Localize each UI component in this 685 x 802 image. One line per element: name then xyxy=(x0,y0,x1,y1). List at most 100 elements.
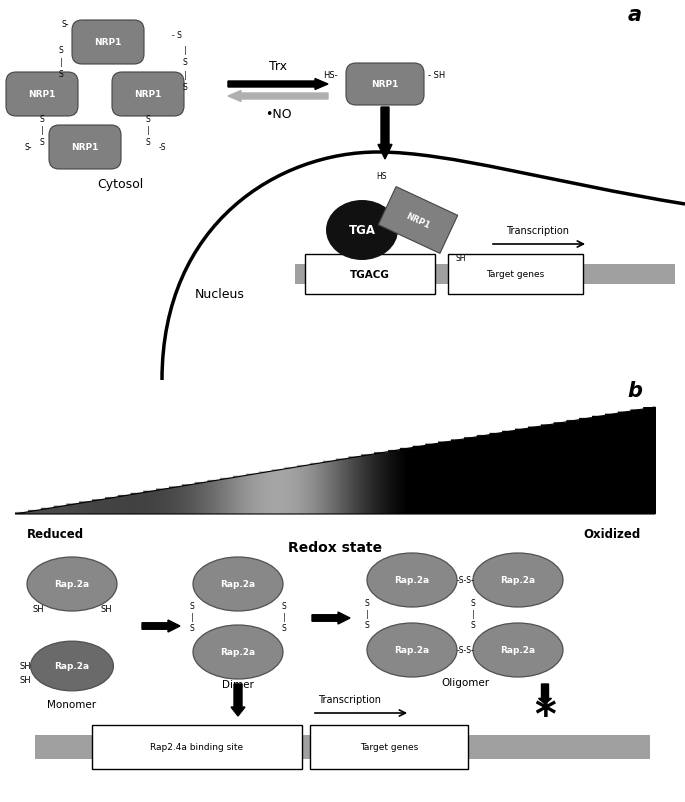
Text: S: S xyxy=(364,621,369,630)
FancyBboxPatch shape xyxy=(72,21,144,65)
Text: Rap.2a: Rap.2a xyxy=(54,580,90,589)
Text: SH: SH xyxy=(19,675,31,685)
Text: Oxidized: Oxidized xyxy=(584,528,640,541)
Text: S: S xyxy=(40,115,45,124)
Ellipse shape xyxy=(193,557,283,611)
Text: NRP1: NRP1 xyxy=(95,38,122,47)
Text: SH: SH xyxy=(456,253,466,263)
Ellipse shape xyxy=(31,642,114,691)
Ellipse shape xyxy=(27,557,117,611)
Text: S-: S- xyxy=(24,144,32,152)
Text: Rap.2a: Rap.2a xyxy=(221,648,256,657)
Text: S: S xyxy=(40,138,45,148)
Text: Trx: Trx xyxy=(269,60,287,74)
Text: NRP1: NRP1 xyxy=(71,144,99,152)
Text: S: S xyxy=(282,602,286,611)
Text: Monomer: Monomer xyxy=(47,699,97,709)
Text: Redox state: Redox state xyxy=(288,541,382,554)
FancyBboxPatch shape xyxy=(112,73,184,117)
Text: a: a xyxy=(628,5,642,25)
FancyArrow shape xyxy=(312,612,350,624)
Ellipse shape xyxy=(473,553,563,607)
Text: b: b xyxy=(627,380,643,400)
Text: Rap.2a: Rap.2a xyxy=(54,662,90,670)
Text: SH: SH xyxy=(32,605,44,614)
Text: |: | xyxy=(366,610,369,618)
Text: SH: SH xyxy=(100,605,112,614)
Text: S: S xyxy=(183,83,188,92)
Text: S-: S- xyxy=(61,21,68,30)
Text: Rap.2a: Rap.2a xyxy=(395,576,429,585)
Ellipse shape xyxy=(473,623,563,677)
Ellipse shape xyxy=(326,200,398,261)
Bar xyxy=(448,255,583,294)
Text: Rap.2a: Rap.2a xyxy=(395,646,429,654)
Text: |: | xyxy=(60,59,62,67)
FancyArrow shape xyxy=(228,79,328,91)
Text: Rap.2a: Rap.2a xyxy=(221,580,256,589)
Polygon shape xyxy=(378,188,458,254)
Text: NRP1: NRP1 xyxy=(134,91,162,99)
Text: S: S xyxy=(183,59,188,67)
FancyArrow shape xyxy=(378,107,392,160)
Text: Reduced: Reduced xyxy=(27,528,84,541)
Text: S: S xyxy=(59,71,64,79)
Text: S: S xyxy=(146,138,151,148)
Text: Transcription: Transcription xyxy=(319,695,382,704)
Text: - SH: - SH xyxy=(428,71,446,79)
Bar xyxy=(92,725,302,769)
Text: NRP1: NRP1 xyxy=(28,91,55,99)
Ellipse shape xyxy=(367,553,457,607)
Text: -S-S-: -S-S- xyxy=(456,646,474,654)
FancyBboxPatch shape xyxy=(6,73,78,117)
Text: Cytosol: Cytosol xyxy=(97,178,143,191)
Text: Rap2.4a binding site: Rap2.4a binding site xyxy=(151,743,244,751)
Ellipse shape xyxy=(193,626,283,679)
Text: HS: HS xyxy=(376,172,386,180)
Text: |: | xyxy=(147,127,149,136)
Text: -S: -S xyxy=(158,144,166,152)
Text: Nucleus: Nucleus xyxy=(195,288,245,301)
Text: HS-: HS- xyxy=(323,71,337,79)
FancyArrow shape xyxy=(142,620,180,632)
Ellipse shape xyxy=(367,623,457,677)
Text: |: | xyxy=(184,47,186,55)
Bar xyxy=(295,265,675,285)
Text: S: S xyxy=(146,115,151,124)
Text: Oligomer: Oligomer xyxy=(441,677,489,687)
Text: |: | xyxy=(190,613,193,622)
Text: -S-S-: -S-S- xyxy=(456,576,474,585)
Text: Target genes: Target genes xyxy=(360,743,418,751)
Text: - S: - S xyxy=(172,31,182,40)
Text: Transcription: Transcription xyxy=(506,225,569,236)
Text: NRP1: NRP1 xyxy=(405,211,432,230)
Text: TGACG: TGACG xyxy=(350,269,390,280)
Text: S: S xyxy=(471,621,475,630)
Bar xyxy=(35,735,650,759)
Text: NRP1: NRP1 xyxy=(371,80,399,89)
Text: S: S xyxy=(282,624,286,633)
Text: |: | xyxy=(472,610,474,618)
FancyArrow shape xyxy=(228,91,328,103)
Text: |: | xyxy=(40,127,43,136)
FancyBboxPatch shape xyxy=(49,126,121,170)
Text: Dimer: Dimer xyxy=(222,679,254,689)
Text: S: S xyxy=(190,602,195,611)
Text: S: S xyxy=(190,624,195,633)
Text: |: | xyxy=(184,71,186,80)
Text: TGA: TGA xyxy=(349,225,375,237)
Text: Target genes: Target genes xyxy=(486,270,544,279)
FancyArrow shape xyxy=(538,684,551,704)
Text: SH: SH xyxy=(19,662,31,670)
Text: S: S xyxy=(59,47,64,55)
Text: S: S xyxy=(471,599,475,608)
Bar xyxy=(310,725,468,769)
Text: Rap.2a: Rap.2a xyxy=(501,646,536,654)
Text: S: S xyxy=(364,599,369,608)
Text: |: | xyxy=(283,613,286,622)
FancyArrow shape xyxy=(231,684,245,716)
Text: •NO: •NO xyxy=(264,108,291,121)
FancyBboxPatch shape xyxy=(346,64,424,106)
Bar xyxy=(305,255,435,294)
Text: *: * xyxy=(534,695,556,737)
